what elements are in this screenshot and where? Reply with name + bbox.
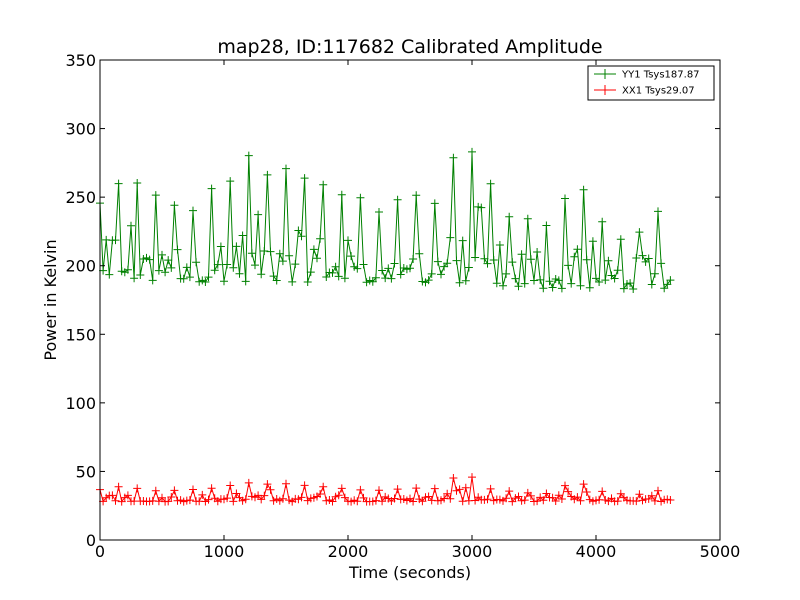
plot-area bbox=[100, 60, 720, 540]
y-tick-label: 150 bbox=[65, 325, 96, 344]
plot-frame bbox=[99, 59, 721, 541]
y-tick-label: 200 bbox=[65, 257, 96, 276]
chart-title: map28, ID:117682 Calibrated Amplitude bbox=[217, 36, 602, 58]
legend-label-xx1: XX1 Tsys29.07 bbox=[622, 86, 695, 97]
y-tick-label: 300 bbox=[65, 120, 96, 139]
y-tick-label: 350 bbox=[65, 51, 96, 70]
legend: YY1 Tsys187.87 XX1 Tsys29.07 bbox=[587, 65, 715, 101]
axis-ticks: 0 1000 2000 3000 4000 5000 0 50 100 150 200 250 300 3… bbox=[65, 51, 740, 561]
x-tick-label: 4000 bbox=[576, 542, 617, 561]
x-tick-label: 5000 bbox=[700, 542, 741, 561]
legend-marker-xx1 bbox=[600, 85, 610, 95]
y-tick-label: 0 bbox=[86, 531, 96, 550]
legend-box bbox=[587, 65, 715, 101]
x-tick-label: 2000 bbox=[328, 542, 369, 561]
y-tick-label: 100 bbox=[65, 394, 96, 413]
x-axis-label: Time (seconds) bbox=[348, 563, 471, 582]
x-tick-label: 0 bbox=[95, 542, 105, 561]
legend-marker-yy1 bbox=[600, 69, 610, 79]
y-tick-label: 50 bbox=[76, 462, 96, 481]
y-tick-label: 250 bbox=[65, 188, 96, 207]
x-tick-label: 3000 bbox=[452, 542, 493, 561]
x-tick-label: 1000 bbox=[204, 542, 245, 561]
y-axis-label: Power in Kelvin bbox=[41, 239, 60, 360]
legend-label-yy1: YY1 Tsys187.87 bbox=[621, 70, 700, 81]
